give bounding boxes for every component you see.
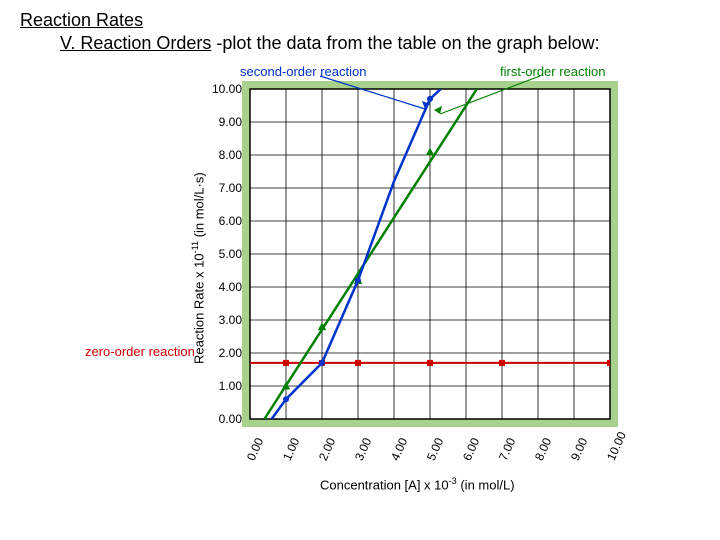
chart-container: second-order reaction first-order reacti… — [20, 64, 700, 504]
y-tick-label: 5.00 — [202, 247, 242, 261]
y-tick-label: 8.00 — [202, 148, 242, 162]
page-subtitle: V. Reaction Orders -plot the data from t… — [60, 33, 700, 54]
y-tick-label: 0.00 — [202, 412, 242, 426]
section-roman: V. Reaction Orders — [60, 33, 211, 53]
y-tick-label: 1.00 — [202, 379, 242, 393]
y-tick-label: 10.00 — [202, 82, 242, 96]
page-title: Reaction Rates — [20, 10, 700, 31]
y-tick-label: 6.00 — [202, 214, 242, 228]
y-tick-label: 7.00 — [202, 181, 242, 195]
y-tick-label: 4.00 — [202, 280, 242, 294]
y-tick-label: 2.00 — [202, 346, 242, 360]
y-tick-label: 3.00 — [202, 313, 242, 327]
y-tick-label: 9.00 — [202, 115, 242, 129]
instruction-text: -plot the data from the table on the gra… — [211, 33, 599, 53]
